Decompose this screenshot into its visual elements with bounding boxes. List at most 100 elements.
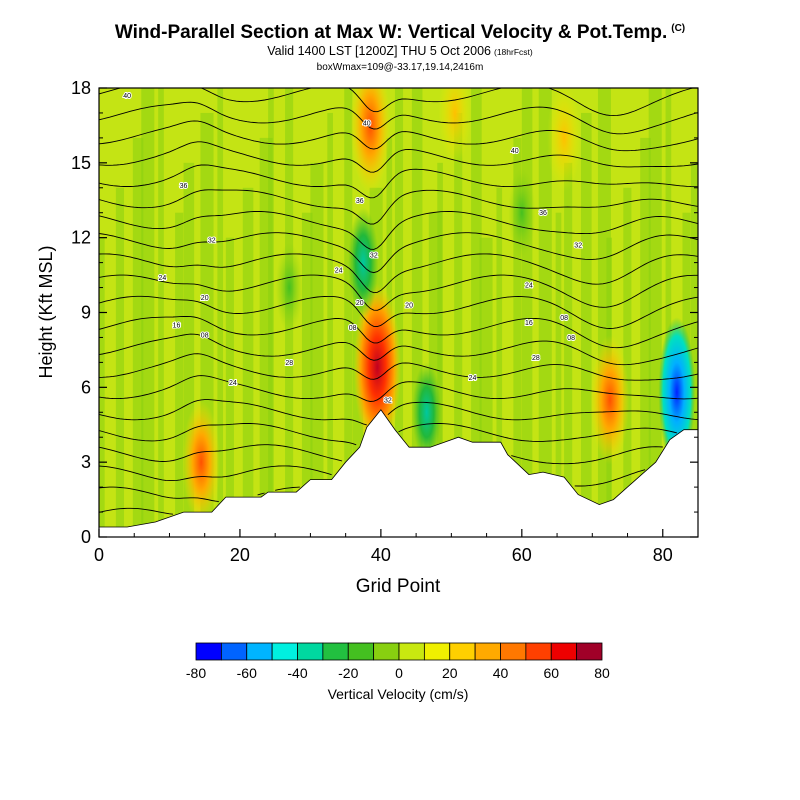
y-tick-label: 18	[71, 78, 91, 98]
contour-label: 24	[229, 380, 237, 387]
contour-labels: 40 40 40 36 36 36 32 32 32 24 24 24 20 20 20 16 16 08 08 08…	[122, 92, 583, 405]
field-streak	[344, 88, 353, 537]
updraft-cell	[547, 88, 582, 192]
contour-label: 08	[567, 335, 575, 342]
field-streak	[513, 137, 522, 537]
terrain	[99, 409, 698, 537]
colorbar-swatch	[576, 642, 603, 661]
colorbar: -80 -60 -40 -20 0 20 40 60 80	[186, 642, 610, 681]
colorbar-tick-label: 0	[395, 665, 403, 681]
updraft-cell	[438, 88, 472, 164]
contour-label: 24	[469, 375, 477, 382]
field-streak	[394, 88, 404, 537]
colorbar-label: Vertical Velocity (cm/s)	[328, 686, 469, 702]
isentrope	[99, 141, 698, 173]
isentrope	[99, 315, 698, 349]
contour-label: 20	[356, 300, 364, 307]
x-axis-label: Grid Point	[356, 576, 441, 597]
downdraft-cell	[412, 362, 442, 463]
colorbar-tick-label: 60	[543, 665, 559, 681]
colorbar-tick-label: -40	[287, 665, 307, 681]
isentrope	[99, 507, 174, 515]
field-streak	[183, 162, 195, 537]
isentrope	[99, 486, 300, 503]
colorbar-swatch	[525, 642, 552, 661]
contour-label: 36	[356, 198, 364, 205]
updraft-cell	[590, 335, 630, 465]
contour-label: 16	[525, 320, 533, 327]
contour-label: 32	[384, 397, 392, 404]
y-tick-label: 12	[71, 228, 91, 248]
colorbar-swatch	[347, 642, 375, 661]
x-tick-label: 80	[653, 545, 673, 565]
colorbar-tick-label: -20	[338, 665, 358, 681]
field-streak	[141, 88, 155, 537]
field-streak	[496, 187, 503, 537]
contour-label: 20	[201, 295, 209, 302]
field-streak	[623, 187, 632, 537]
isentrope	[99, 120, 698, 152]
isentrope	[99, 295, 698, 329]
field-streak	[242, 187, 254, 537]
field-streak	[310, 162, 324, 537]
field-streak	[327, 112, 333, 537]
title-mark: (C)	[671, 22, 686, 34]
velocity-cells	[182, 88, 696, 525]
chart-info: boxWmax=109@-33.17,19.14,2416m	[316, 62, 484, 73]
field-streak	[564, 162, 573, 537]
contour-label: 08	[201, 332, 209, 339]
contour-label: 24	[335, 268, 343, 275]
isentrope	[99, 211, 698, 250]
updraft-cell	[353, 283, 401, 452]
field-streak	[581, 112, 592, 537]
isentrope	[99, 465, 646, 487]
colorbar-swatch	[220, 642, 248, 661]
y-tick-label: 6	[81, 377, 91, 397]
colorbar-swatch	[297, 642, 324, 661]
downdraft-cell	[275, 242, 303, 333]
contour-label: 16	[173, 322, 181, 329]
field-streak	[665, 88, 672, 537]
y-tick-label: 9	[81, 303, 91, 323]
contour-label: 36	[180, 183, 188, 190]
colorbar-tick-label: 40	[493, 665, 509, 681]
isentrope	[99, 333, 698, 366]
contour-label: 20	[405, 303, 413, 310]
contour-label: 32	[208, 238, 216, 245]
updraft-cell	[182, 400, 220, 525]
field-streak	[115, 187, 125, 537]
colorbar-swatch	[550, 642, 578, 661]
contour-label: 40	[363, 120, 371, 127]
field-streak	[538, 88, 552, 537]
contour-label: 36	[539, 210, 547, 217]
colorbar-tick-label: -80	[186, 665, 206, 681]
contour-label: 24	[525, 283, 533, 290]
potential-temperature-contours	[99, 88, 698, 515]
field-streak	[690, 162, 698, 537]
field-streak	[437, 162, 443, 537]
colorbar-swatch	[195, 642, 222, 661]
colorbar-swatch	[398, 642, 425, 661]
field-streak	[158, 88, 164, 537]
field-streak	[217, 88, 224, 537]
contour-label: 32	[370, 253, 378, 260]
contour-label: 28	[532, 355, 540, 362]
field-streak	[648, 88, 662, 537]
colorbar-swatch	[246, 642, 273, 661]
isentrope	[99, 274, 698, 311]
field-streak	[225, 237, 234, 537]
field-streak	[555, 212, 562, 537]
isentrope	[99, 88, 695, 117]
downdraft-cell	[348, 207, 379, 318]
colorbar-swatch	[373, 642, 400, 661]
field-streak	[301, 212, 313, 537]
field-streak	[132, 137, 144, 537]
y-tick-label: 3	[81, 452, 91, 472]
colorbar-tick-label: 20	[442, 665, 458, 681]
x-tick-label: 40	[371, 545, 391, 565]
colorbar-swatch	[423, 642, 451, 661]
x-tick-label: 60	[512, 545, 532, 565]
isentrope	[99, 101, 698, 135]
isentrope	[99, 164, 698, 199]
